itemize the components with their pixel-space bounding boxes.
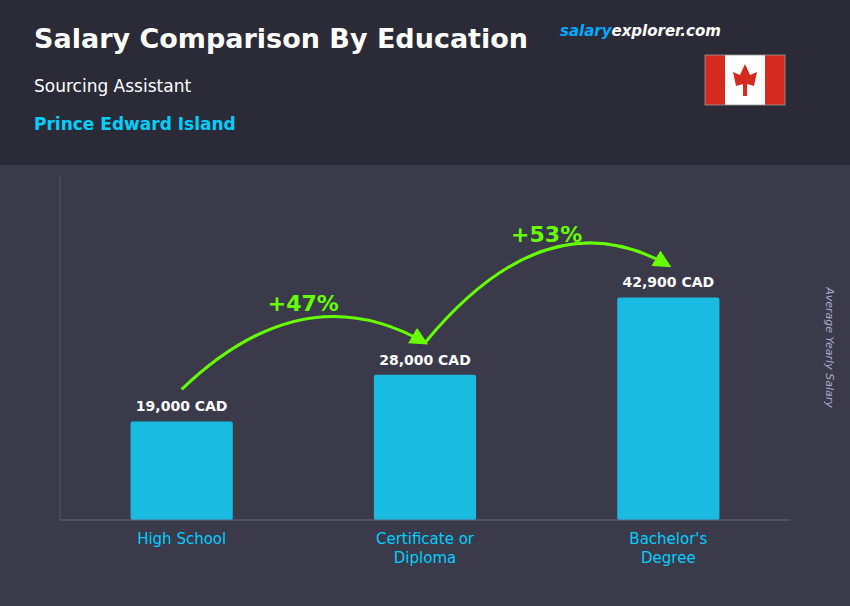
- background: [0, 0, 850, 606]
- value-label: 42,900 CAD: [623, 274, 715, 290]
- growth-label: +47%: [268, 291, 339, 316]
- y-axis-line: [60, 175, 61, 520]
- flag: [705, 55, 785, 105]
- bar: [617, 297, 719, 520]
- watermark: salaryexplorer.com: [560, 22, 721, 40]
- bar: [131, 421, 233, 520]
- value-label: 19,000 CAD: [136, 398, 228, 414]
- y-axis-label: Average Yearly Salary: [823, 286, 836, 408]
- growth-label: +53%: [511, 222, 582, 247]
- growth-arrow: [182, 316, 425, 389]
- title: Salary Comparison By Education: [34, 23, 528, 54]
- header-band: [0, 0, 850, 165]
- growth-arrow: [425, 243, 668, 343]
- x-axis-line: [60, 519, 790, 520]
- bar: [374, 375, 476, 520]
- subtitle: Sourcing Assistant: [34, 76, 191, 96]
- bars: [131, 297, 720, 520]
- chart-svg: Salary Comparison By Education Sourcing A…: [0, 0, 850, 606]
- chart-container: Salary Comparison By Education Sourcing A…: [0, 0, 850, 606]
- watermark-part: salary: [560, 22, 613, 40]
- x-tick-label-line: Degree: [641, 549, 696, 567]
- flag-center: [725, 55, 765, 105]
- x-tick-label: Certificate orDiploma: [376, 530, 475, 567]
- x-tick-label: High School: [137, 530, 226, 548]
- x-tick-label: Bachelor'sDegree: [629, 530, 707, 567]
- flag-band: [705, 55, 725, 105]
- x-tick-label-line: Diploma: [394, 549, 456, 567]
- location: Prince Edward Island: [34, 114, 236, 134]
- flag-band: [765, 55, 785, 105]
- x-tick-label-line: Bachelor's: [629, 530, 707, 548]
- value-label: 28,000 CAD: [379, 352, 471, 368]
- flag-leaf: [733, 64, 757, 96]
- watermark-part: explorer.com: [612, 22, 721, 40]
- x-tick-label-line: High School: [137, 530, 226, 548]
- x-tick-label-line: Certificate or: [376, 530, 475, 548]
- flag-border: [705, 55, 785, 105]
